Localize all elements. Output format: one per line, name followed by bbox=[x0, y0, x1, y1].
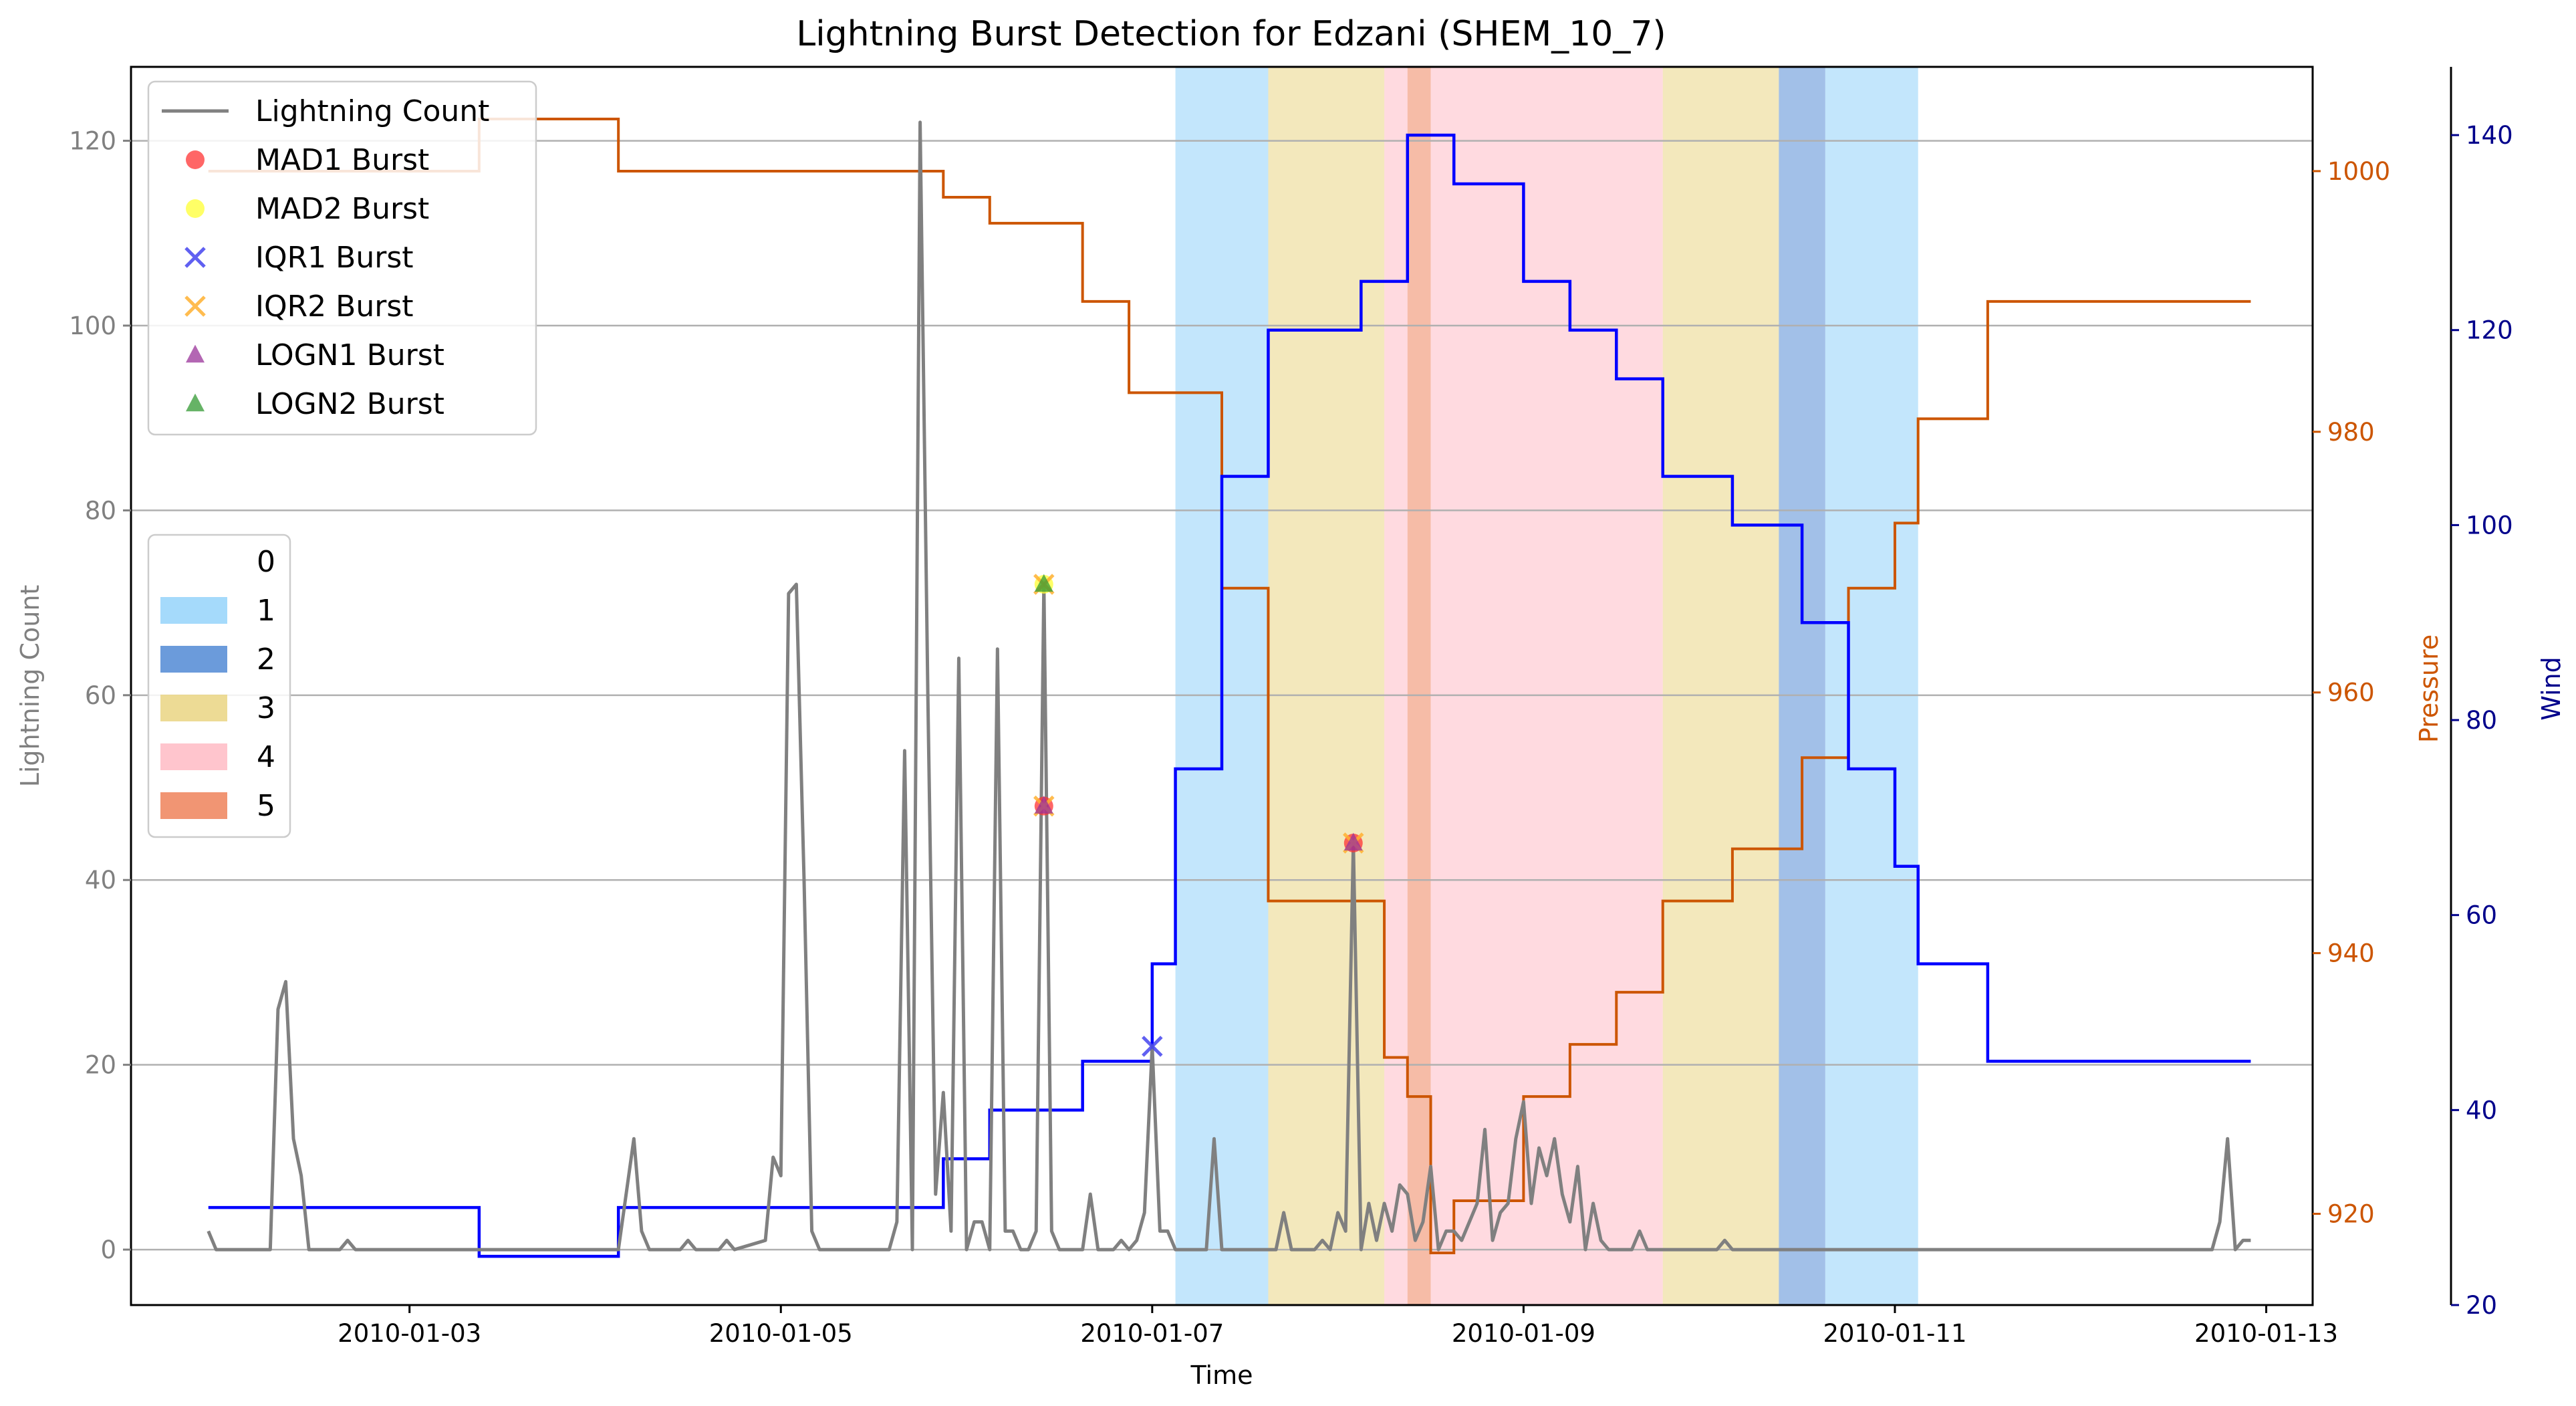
legend-triangle-swatch bbox=[186, 393, 205, 412]
x-axis-label: Time bbox=[1190, 1361, 1253, 1390]
legend-category-swatch bbox=[160, 743, 227, 770]
category-band-4 bbox=[1430, 67, 1663, 1305]
category-band-3 bbox=[1268, 67, 1385, 1305]
wind-tick-label: 120 bbox=[2466, 316, 2513, 345]
legend-category-swatch bbox=[160, 597, 227, 624]
legend-x-swatch bbox=[184, 247, 206, 268]
legend-circle-swatch bbox=[186, 150, 205, 169]
lightning-tick-label: 0 bbox=[100, 1236, 116, 1264]
lightning-axis-label: Lightning Count bbox=[15, 585, 45, 788]
series-layer bbox=[207, 117, 2251, 1258]
legend-series-label: Lightning Count bbox=[255, 94, 489, 128]
pressure-tick-label: 940 bbox=[2327, 939, 2375, 968]
x-tick-label: 2010-01-11 bbox=[1823, 1319, 1966, 1348]
chart-title: Lightning Burst Detection for Edzani (SH… bbox=[796, 14, 1666, 54]
category-legend: 0 1 2 3 4 5 bbox=[147, 534, 291, 838]
pressure-tick-label: 960 bbox=[2327, 679, 2375, 707]
logn1-burst-marker bbox=[1034, 796, 1053, 814]
legend-category-label: 1 bbox=[257, 594, 275, 628]
legend-category-swatch bbox=[160, 646, 227, 673]
axes: 2010-01-03 2010-01-05 2010-01-07 2010-01-09… bbox=[69, 67, 2513, 1348]
lightning-tick-label: 80 bbox=[85, 496, 116, 525]
category-band-1 bbox=[1825, 67, 1918, 1305]
iqr1-burst-marker bbox=[1142, 1036, 1163, 1057]
wind-tick-label: 20 bbox=[2466, 1291, 2497, 1320]
legend-circle-swatch bbox=[186, 199, 205, 218]
series-legend: Lightning Count MAD1 Burst MAD2 Burst IQR1 … bbox=[147, 80, 537, 436]
category-band-4 bbox=[1384, 67, 1408, 1305]
legend-category-swatch bbox=[160, 792, 227, 819]
x-tick-label: 2010-01-09 bbox=[1452, 1319, 1595, 1348]
legend-category-swatch bbox=[160, 695, 227, 721]
pressure-axis-label: Pressure bbox=[2414, 634, 2444, 743]
legend-triangle-swatch bbox=[186, 344, 205, 363]
category-band-3 bbox=[1662, 67, 1779, 1305]
lightning-tick-label: 40 bbox=[85, 866, 116, 895]
lightning-tick-label: 120 bbox=[69, 127, 116, 156]
category-band-2 bbox=[1779, 67, 1825, 1305]
lightning-tick-label: 20 bbox=[85, 1051, 116, 1080]
wind-tick-label: 80 bbox=[2466, 706, 2497, 735]
pressure-tick-label: 980 bbox=[2327, 418, 2375, 447]
lightning-tick-label: 100 bbox=[69, 312, 116, 340]
legend-x-swatch bbox=[184, 296, 206, 317]
category-band-5 bbox=[1407, 67, 1431, 1305]
lightning-tick-label: 60 bbox=[85, 681, 116, 710]
legend-category-label: 3 bbox=[257, 691, 275, 725]
category-bands bbox=[1175, 67, 1918, 1305]
legend-series-label: IQR1 Burst bbox=[255, 241, 414, 275]
wind-tick-label: 140 bbox=[2466, 121, 2513, 150]
legend-category-label: 4 bbox=[257, 740, 275, 774]
legend-series-label: IQR2 Burst bbox=[255, 289, 414, 324]
legend-category-label: 0 bbox=[257, 545, 275, 579]
wind-tick-label: 60 bbox=[2466, 901, 2497, 930]
logn1-burst-marker bbox=[1343, 832, 1363, 851]
logn2-burst-marker bbox=[1034, 574, 1053, 592]
legend-category-label: 5 bbox=[257, 789, 275, 823]
legend-category-label: 2 bbox=[257, 642, 275, 677]
legend-series-label: MAD2 Burst bbox=[255, 192, 429, 226]
pressure-tick-label: 920 bbox=[2327, 1200, 2375, 1229]
wind-tick-label: 100 bbox=[2466, 511, 2513, 540]
x-tick-label: 2010-01-05 bbox=[709, 1319, 853, 1348]
x-tick-label: 2010-01-07 bbox=[1080, 1319, 1224, 1348]
x-tick-label: 2010-01-13 bbox=[2194, 1319, 2338, 1348]
series-legend-box bbox=[147, 80, 537, 436]
pressure-tick-label: 1000 bbox=[2327, 157, 2390, 186]
plot-frame bbox=[130, 66, 2314, 1306]
legend-series-label: MAD1 Burst bbox=[255, 143, 429, 177]
wind-tick-label: 40 bbox=[2466, 1096, 2497, 1125]
wind-axis-label: Wind bbox=[2537, 657, 2566, 721]
x-tick-label: 2010-01-03 bbox=[338, 1319, 481, 1348]
legend-series-label: LOGN2 Burst bbox=[255, 387, 444, 421]
legend-series-label: LOGN1 Burst bbox=[255, 338, 444, 372]
